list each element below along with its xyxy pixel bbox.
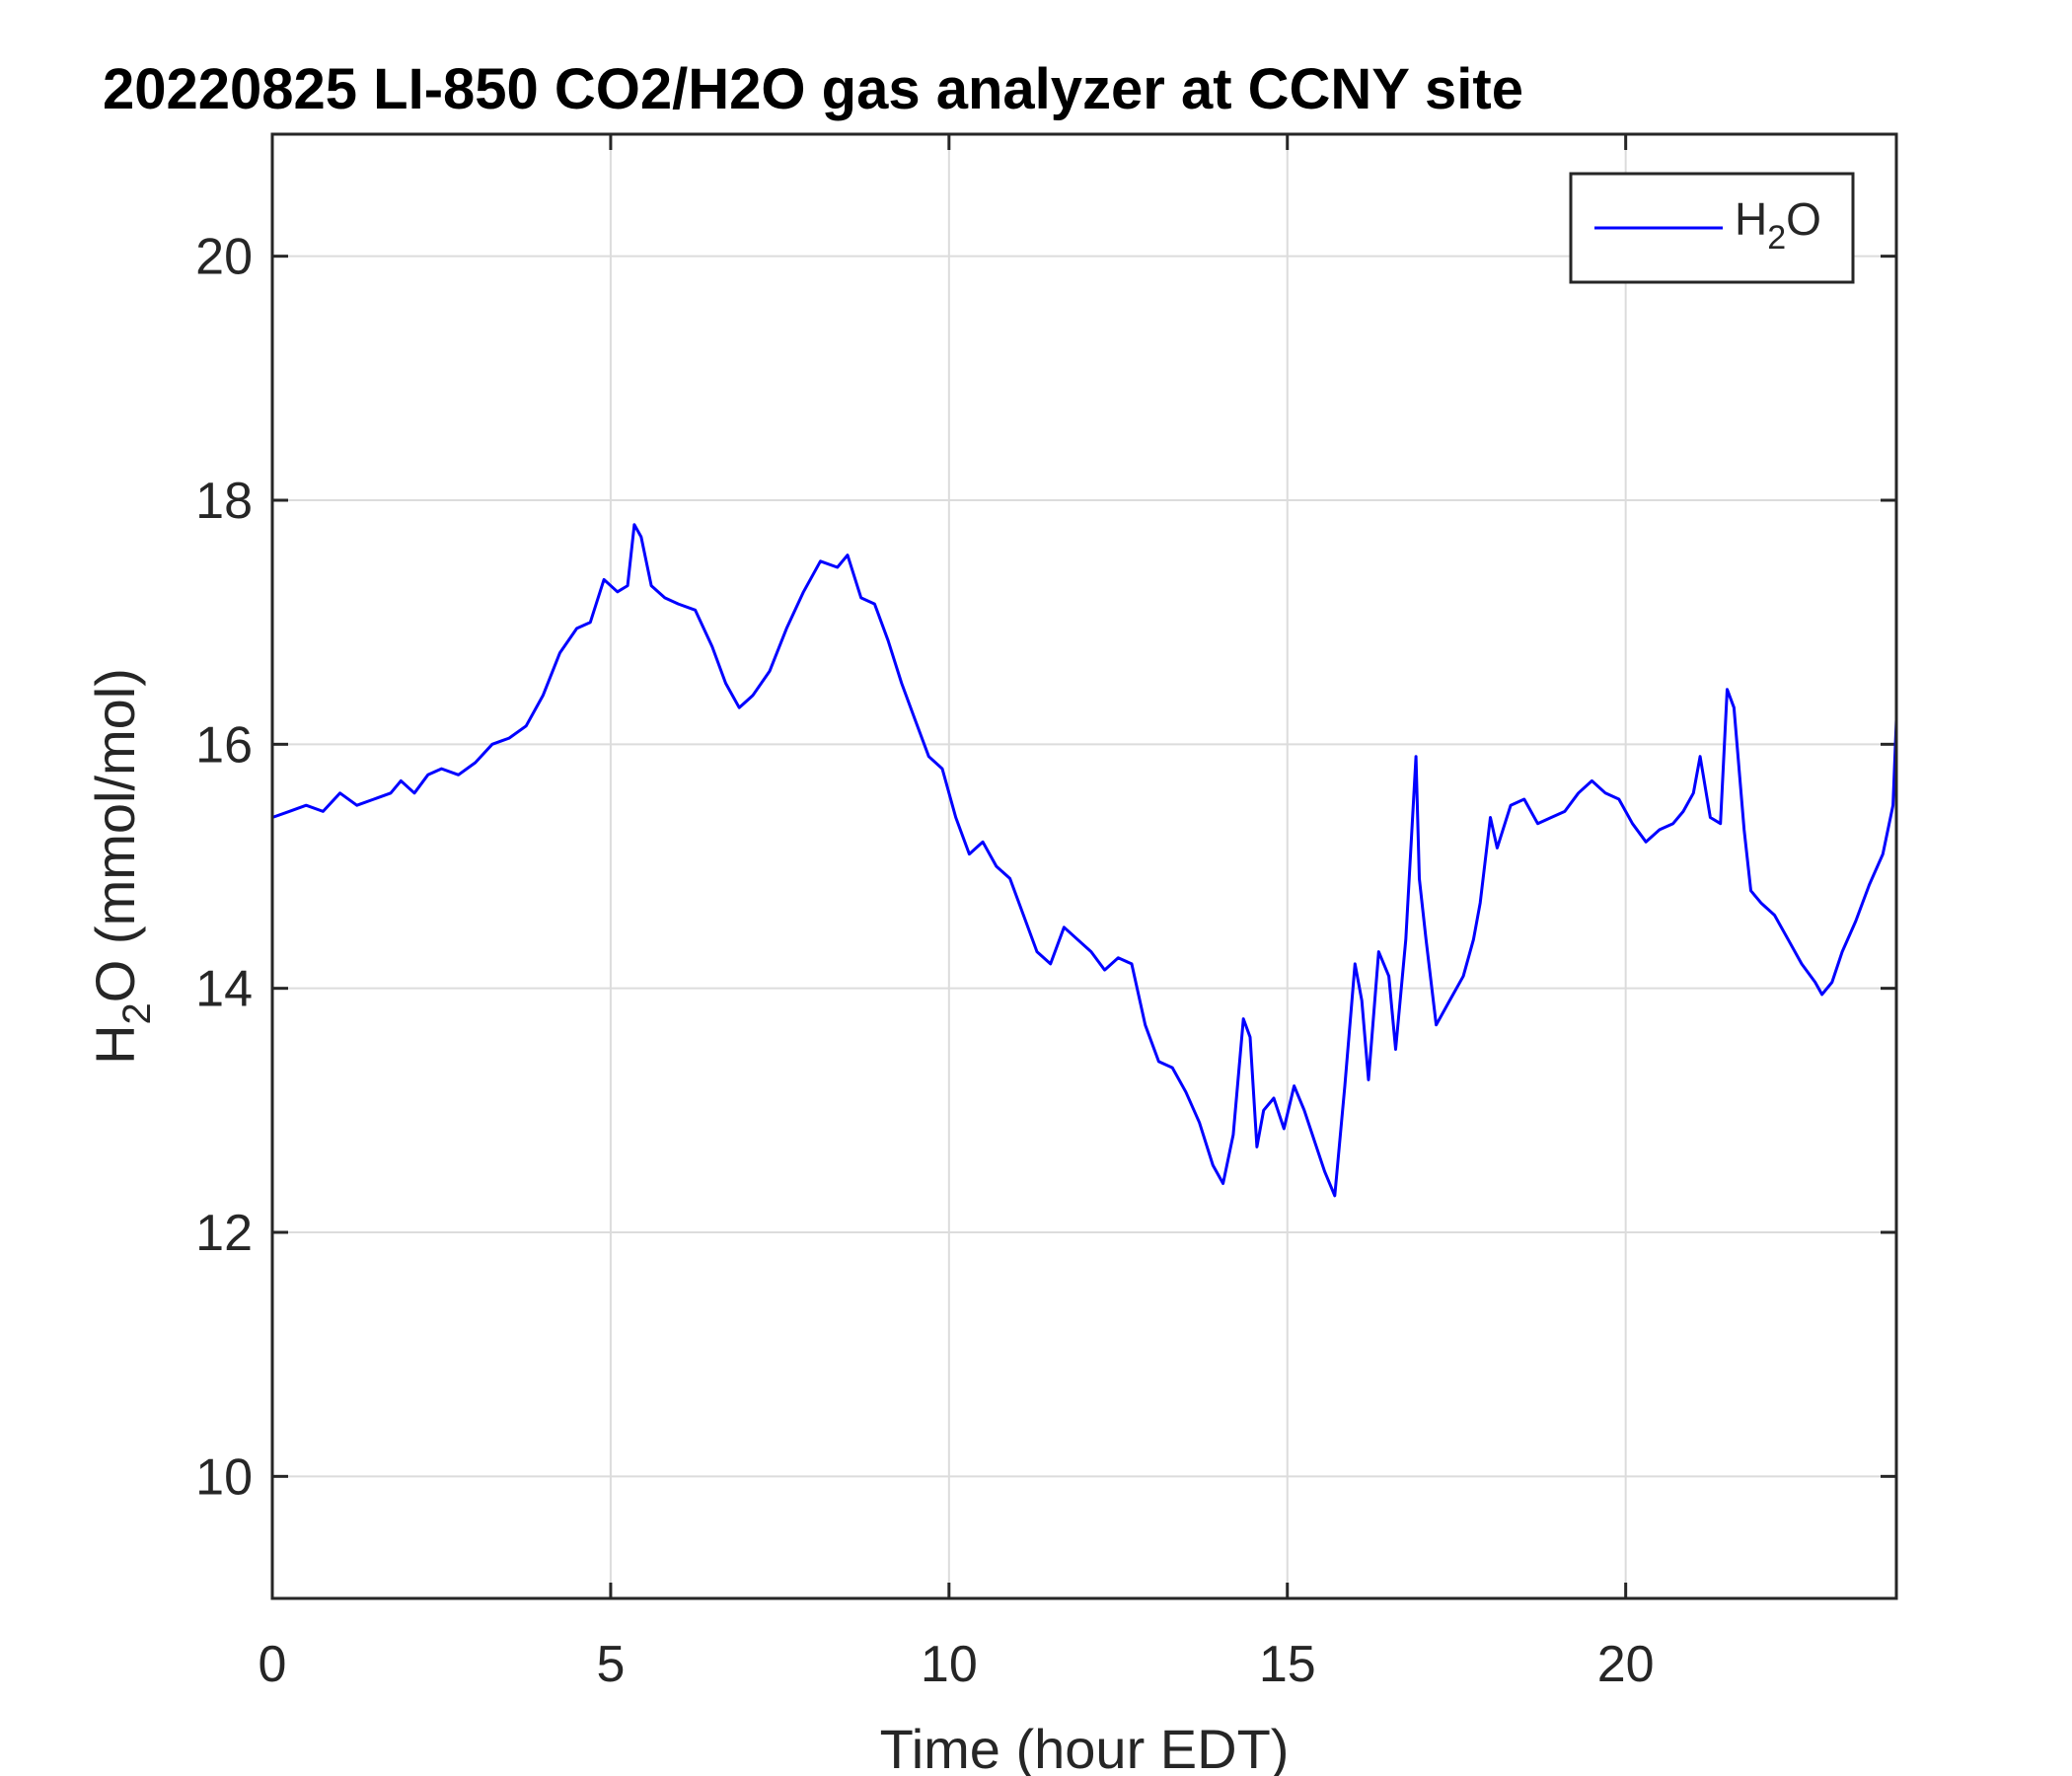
x-tick-label: 5 (596, 1636, 625, 1693)
x-tick-label: 15 (1259, 1636, 1316, 1693)
y-tick-label: 12 (195, 1205, 253, 1262)
plot-frame (270, 132, 1898, 1600)
y-axis-label-subscript: 2 (115, 1002, 159, 1024)
y-tick-label: 16 (195, 716, 253, 774)
legend: H2O (1569, 172, 1855, 284)
series-layer (271, 523, 1898, 1198)
legend-label: H2O (1735, 193, 1821, 257)
chart-title: 20220825 LI-850 CO2/H2O gas analyzer at … (103, 57, 1523, 121)
x-tick-label: 0 (259, 1636, 287, 1693)
y-axis-label: H2O (mmol/mol) (84, 668, 159, 1065)
y-tick-label: 18 (195, 473, 253, 530)
y-tick-label: 20 (195, 229, 253, 286)
x-axis-label: Time (hour EDT) (880, 1718, 1290, 1776)
y-axis-label-rest: O (mmol/mol) (84, 668, 146, 1002)
series-line (271, 523, 1898, 1198)
legend-label-base: H (1735, 193, 1767, 245)
y-tick-label: 14 (195, 961, 253, 1018)
plot-area (272, 134, 1896, 1598)
legend-label-rest: O (1786, 193, 1821, 245)
y-axis-label-base: H (84, 1024, 146, 1064)
y-tick-labels: 10 12 14 16 18 20 (195, 229, 253, 1507)
x-tick-label: 10 (921, 1636, 978, 1693)
y-tick-label: 10 (195, 1448, 253, 1506)
tick-marks (270, 134, 1896, 1598)
x-tick-labels: 0 5 10 15 20 (259, 1636, 1655, 1693)
x-tick-label: 20 (1597, 1636, 1655, 1693)
legend-label-subscript: 2 (1767, 219, 1786, 257)
